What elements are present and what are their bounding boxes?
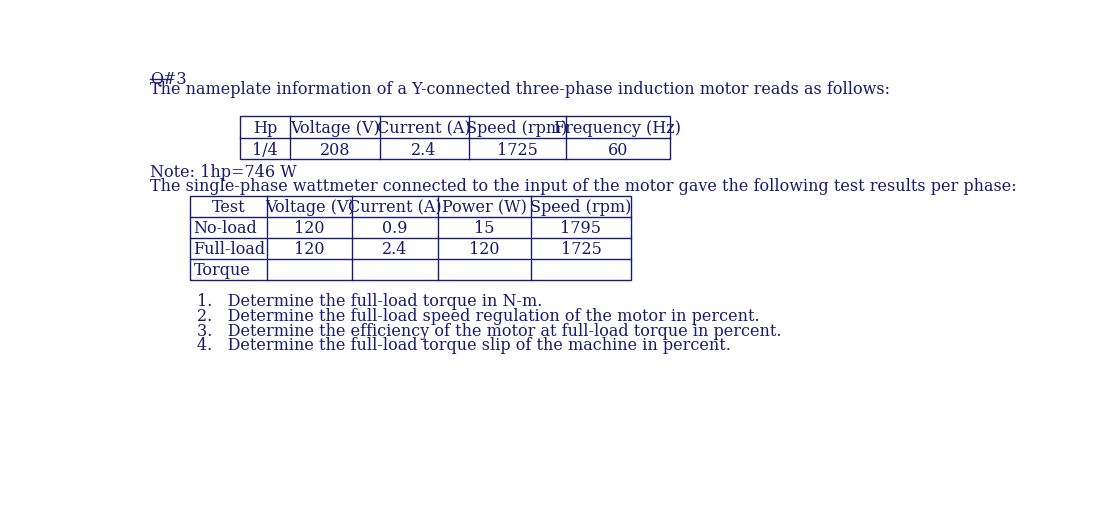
Text: 208: 208 — [320, 142, 350, 159]
Text: 1725: 1725 — [560, 241, 602, 258]
Text: Current (A): Current (A) — [378, 120, 471, 137]
Text: 1/4: 1/4 — [252, 142, 278, 159]
Text: 2.   Determine the full-load speed regulation of the motor in percent.: 2. Determine the full-load speed regulat… — [197, 308, 760, 325]
Text: 2.4: 2.4 — [382, 241, 408, 258]
Text: Test: Test — [212, 200, 245, 216]
Text: 4.   Determine the full-load torque slip of the machine in percent.: 4. Determine the full-load torque slip o… — [197, 337, 731, 354]
Text: 15: 15 — [473, 220, 495, 237]
Bar — [189, 197, 632, 280]
Text: Hp: Hp — [253, 120, 277, 137]
Text: 2.4: 2.4 — [411, 142, 437, 159]
Text: 1725: 1725 — [497, 142, 537, 159]
Text: 1795: 1795 — [560, 220, 602, 237]
Text: Torque: Torque — [194, 262, 251, 279]
Text: 0.9: 0.9 — [382, 220, 408, 237]
Text: 3.   Determine the efficiency of the motor at full-load torque in percent.: 3. Determine the efficiency of the motor… — [197, 322, 782, 340]
Text: The single-phase wattmeter connected to the input of the motor gave the followin: The single-phase wattmeter connected to … — [150, 178, 1017, 195]
Text: The nameplate information of a Y-connected three-phase induction motor reads as : The nameplate information of a Y-connect… — [150, 81, 890, 98]
Text: Frequency (Hz): Frequency (Hz) — [555, 120, 682, 137]
Bar — [240, 116, 671, 160]
Text: Note: 1hp=746 W: Note: 1hp=746 W — [150, 164, 296, 181]
Text: Speed (rpm): Speed (rpm) — [530, 200, 632, 216]
Text: Voltage (V): Voltage (V) — [265, 200, 354, 216]
Text: Full-load: Full-load — [194, 241, 265, 258]
Text: No-load: No-load — [194, 220, 257, 237]
Text: Power (W): Power (W) — [441, 200, 527, 216]
Text: 1.   Determine the full-load torque in N-m.: 1. Determine the full-load torque in N-m… — [197, 293, 543, 310]
Text: Current (A): Current (A) — [349, 200, 442, 216]
Text: Speed (rpm): Speed (rpm) — [467, 120, 568, 137]
Text: 120: 120 — [294, 220, 325, 237]
Text: 120: 120 — [469, 241, 499, 258]
Text: Q#3: Q#3 — [150, 70, 187, 87]
Text: 120: 120 — [294, 241, 325, 258]
Text: Voltage (V): Voltage (V) — [290, 120, 380, 137]
Text: 60: 60 — [607, 142, 628, 159]
